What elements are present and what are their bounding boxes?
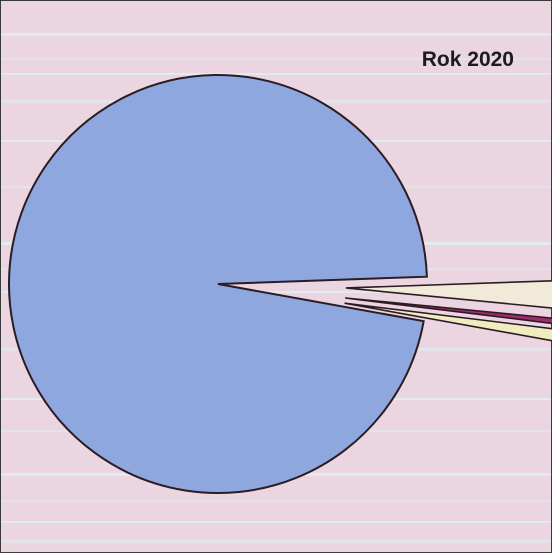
- background-stripe: [0, 33, 552, 36]
- background-stripe: [0, 291, 552, 293]
- background-stripe: [0, 73, 552, 75]
- background-stripe: [0, 500, 552, 502]
- background-stripe: [0, 521, 552, 523]
- pie-slice-4: [345, 279, 552, 309]
- pie-slice-1: [8, 74, 428, 494]
- chart-title: Rok 2020: [422, 48, 514, 71]
- pie-slices: [8, 74, 552, 494]
- background-stripe: [0, 58, 552, 60]
- background-stripe: [0, 540, 552, 543]
